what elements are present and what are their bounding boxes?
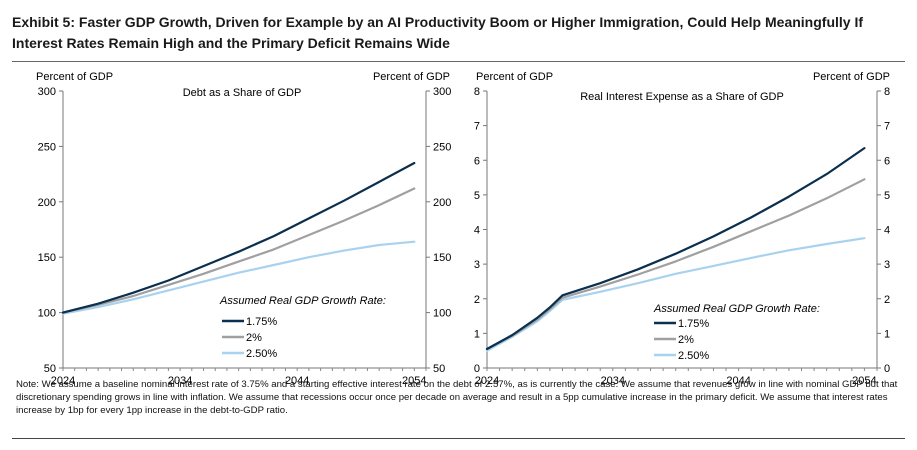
interest-x-tick-label: 2034 [601,375,625,387]
interest-chart-title: Real Interest Expense as a Share of GDP [580,91,784,103]
interest-left-axis-label: Percent of GDP [476,71,553,83]
debt-left-tick-label: 150 [38,252,56,264]
interest-left-tick-label: 2 [474,294,480,306]
title-divider [12,61,905,62]
interest-right-tick-label: 1 [884,328,890,340]
interest-left-tick-label: 4 [474,225,480,237]
debt-series-line-175 [61,161,416,314]
debt-legend-title: Assumed Real GDP Growth Rate: [219,295,386,307]
interest-legend-title: Assumed Real GDP Growth Rate: [653,303,820,315]
interest-right-tick-label: 0 [884,363,890,375]
interest-left-tick-label: 0 [474,363,480,375]
interest-right-axis-label: Percent of GDP [813,71,890,83]
debt-right-tick-label: 150 [433,252,451,264]
interest-series-line-250 [485,237,866,352]
debt-right-tick-label: 50 [433,363,445,375]
interest-right-tick-label: 2 [884,294,890,306]
debt-left-tick-label: 200 [38,197,56,209]
interest-right-tick-label: 4 [884,225,890,237]
debt-legend-label-2: 2% [246,332,262,344]
debt-right-tick-label: 250 [433,141,451,153]
interest-left-tick-label: 6 [474,155,480,167]
interest-left-tick-label: 8 [474,86,480,98]
debt-right-tick-label: 100 [433,308,451,320]
debt-x-tick-label: 2034 [168,375,192,387]
debt-x-tick-label: 2044 [285,375,309,387]
debt-legend-label-1-75: 1.75% [246,316,277,328]
interest-series-line-175 [485,147,866,351]
debt-series-line-250 [61,240,416,315]
interest-right-tick-label: 3 [884,259,890,271]
debt-chart: Percent of GDP Percent of GDP Debt as a … [36,71,451,387]
interest-x-tick-label: 2054 [852,375,876,387]
interest-left-tick-label: 7 [474,121,480,133]
debt-x-tick-label: 2024 [51,375,75,387]
interest-chart: Percent of GDP Percent of GDP Real Inter… [474,71,890,387]
debt-chart-title: Debt as a Share of GDP [183,87,302,99]
interest-left-tick-label: 5 [474,190,480,202]
debt-right-tick-label: 300 [433,86,451,98]
debt-right-axis-label: Percent of GDP [373,71,450,83]
interest-left-tick-label: 1 [474,328,480,340]
interest-legend-label-1-75: 1.75% [678,318,709,330]
interest-right-tick-label: 5 [884,190,890,202]
debt-series-line-2 [61,187,416,314]
debt-left-tick-label: 100 [38,308,56,320]
interest-right-tick-label: 6 [884,155,890,167]
debt-legend-label-2-50: 2.50% [246,348,277,360]
interest-right-tick-label: 7 [884,121,890,133]
interest-x-tick-label: 2024 [475,375,499,387]
bottom-divider [12,438,905,439]
debt-right-tick-label: 200 [433,197,451,209]
interest-left-tick-label: 3 [474,259,480,271]
debt-left-tick-label: 250 [38,141,56,153]
interest-right-tick-label: 8 [884,86,890,98]
debt-left-tick-label: 50 [44,363,56,375]
debt-x-tick-label: 2054 [402,375,426,387]
debt-left-tick-label: 300 [38,86,56,98]
interest-series-line-2 [485,178,866,351]
debt-left-axis-label: Percent of GDP [36,71,113,83]
footnote: Note: We assume a baseline nominal inter… [16,379,898,416]
exhibit-title: Exhibit 5: Faster GDP Growth, Driven for… [12,14,863,51]
interest-legend-label-2-50: 2.50% [678,350,709,362]
interest-x-tick-label: 2044 [726,375,750,387]
interest-legend-label-2: 2% [678,334,694,346]
